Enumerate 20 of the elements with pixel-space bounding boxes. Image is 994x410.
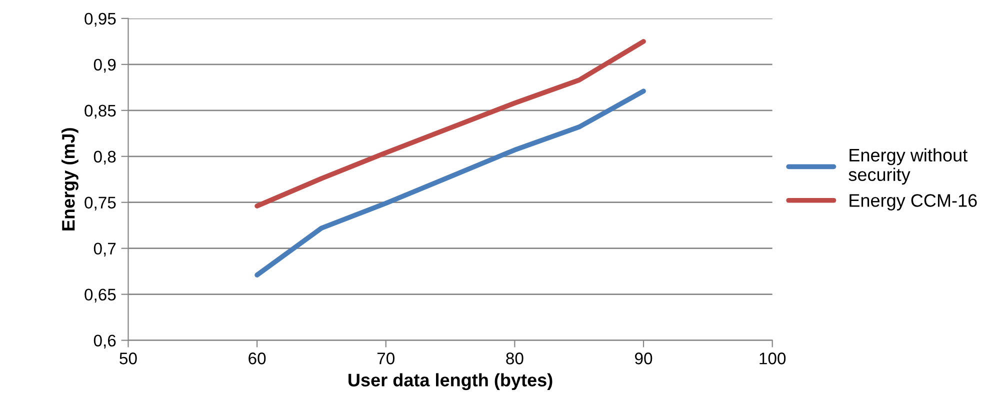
- y-axis-title: Energy (mJ): [62, 128, 78, 230]
- legend-label: Energy CCM-16: [850, 194, 977, 210]
- x-tick-label: 70: [377, 352, 394, 364]
- legend-label: Energy without security: [848, 148, 968, 185]
- y-tick-label: 0,9: [94, 58, 116, 73]
- y-tick-label: 0,85: [84, 104, 116, 119]
- y-tick-label: 0,7: [94, 242, 116, 257]
- x-tick-label: 100: [760, 352, 786, 364]
- y-tick-label: 0,6: [94, 334, 116, 348]
- x-tick-label: 90: [635, 352, 652, 364]
- y-tick-label: 0,75: [84, 196, 116, 211]
- y-tick-label: 0,95: [84, 12, 116, 27]
- x-tick-label: 80: [506, 352, 524, 364]
- x-tick-label: 50: [120, 352, 137, 364]
- line-series: [254, 88, 646, 278]
- y-tick-label: 0,8: [94, 150, 116, 165]
- x-tick-label: 60: [248, 352, 266, 364]
- x-axis-title: User data length (bytes): [348, 373, 552, 390]
- y-tick-label: 0,65: [84, 288, 116, 302]
- line-series: [254, 39, 646, 208]
